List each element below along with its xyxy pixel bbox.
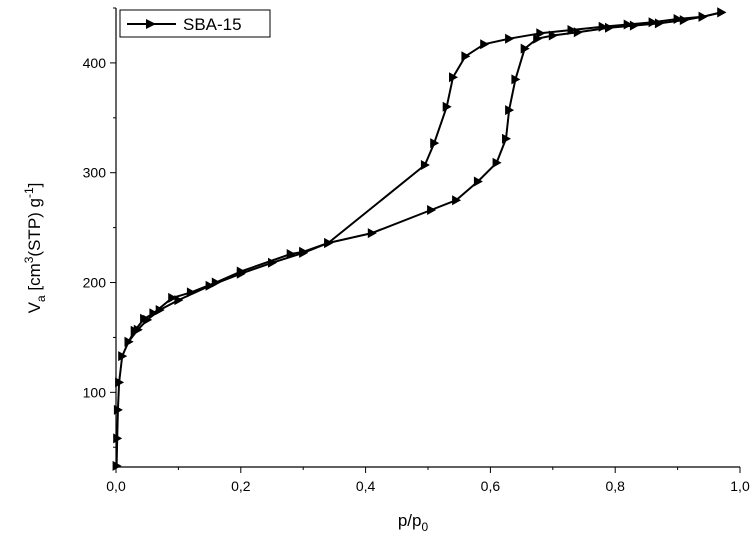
data-point — [629, 20, 639, 31]
data-point — [236, 266, 246, 277]
data-point — [115, 377, 125, 388]
data-point — [511, 74, 521, 85]
axis-layer: 0,0 0,2 0,4 0,6 0,8 1,0 100 200 300 400 — [83, 7, 750, 494]
y-tick-label: 100 — [83, 384, 107, 400]
legend-marker — [146, 19, 156, 29]
data-point — [130, 325, 140, 336]
data-point — [427, 205, 437, 215]
data-point — [698, 11, 708, 22]
data-point — [442, 101, 452, 112]
data-point — [449, 72, 458, 83]
data-point — [324, 238, 334, 248]
y-axis-title-sub-a: a — [34, 295, 48, 302]
data-point — [367, 228, 377, 239]
data-point — [420, 160, 430, 170]
data-point — [567, 25, 577, 35]
x-axis-title-subscript: 0 — [421, 520, 428, 534]
data-point — [480, 39, 490, 50]
x-axis-title-main: p/p — [398, 511, 422, 530]
y-axis-title-unit-2: (STP) g — [25, 198, 44, 257]
y-tick-label: 300 — [83, 165, 107, 181]
data-point — [118, 351, 128, 362]
data-point — [717, 7, 727, 18]
data-point — [536, 28, 546, 39]
y-axis-title-sup-neg1: -1 — [22, 187, 36, 198]
y-axis-title-sup-3: 3 — [22, 256, 36, 263]
y-axis-title-v: V — [25, 301, 44, 313]
y-tick-label: 400 — [83, 55, 107, 71]
y-axis-title-unit: [cm — [25, 263, 44, 295]
x-tick-label: 0,2 — [231, 478, 251, 494]
x-tick-label: 0,0 — [106, 478, 126, 494]
data-point — [533, 33, 543, 44]
y-tick-label: 200 — [83, 275, 107, 291]
data-point — [598, 21, 608, 32]
y-axis-title-close: ] — [25, 183, 44, 188]
data-point — [461, 51, 471, 62]
data-point — [155, 305, 165, 315]
data-point — [186, 287, 196, 298]
data-point — [505, 33, 515, 44]
legend: SBA-15 — [119, 9, 271, 38]
data-point — [492, 157, 502, 168]
data-point — [502, 133, 511, 144]
x-tick-label: 0,8 — [605, 478, 625, 494]
data-point — [168, 292, 178, 303]
y-axis-title: Va [cm3(STP) g-1] — [22, 183, 48, 314]
plot-layer — [112, 7, 727, 471]
x-tick-label: 0,6 — [481, 478, 501, 494]
data-point — [623, 19, 633, 30]
data-point — [520, 43, 530, 54]
legend-label: SBA-15 — [183, 15, 242, 34]
x-tick-label: 1,0 — [730, 478, 750, 494]
data-point — [673, 14, 683, 24]
data-point — [452, 195, 462, 206]
data-point — [679, 15, 689, 26]
data-point — [211, 277, 221, 288]
data-point — [112, 460, 122, 471]
data-point — [648, 17, 658, 28]
data-point — [149, 308, 159, 319]
x-tick-label: 0,4 — [356, 478, 376, 494]
x-axis-title: p/p0 — [398, 511, 429, 534]
data-point — [505, 105, 515, 116]
data-point — [140, 313, 150, 324]
data-point — [473, 176, 483, 187]
data-point — [299, 246, 309, 257]
data-point — [124, 336, 134, 347]
data-point — [430, 138, 440, 149]
data-point — [286, 249, 296, 259]
